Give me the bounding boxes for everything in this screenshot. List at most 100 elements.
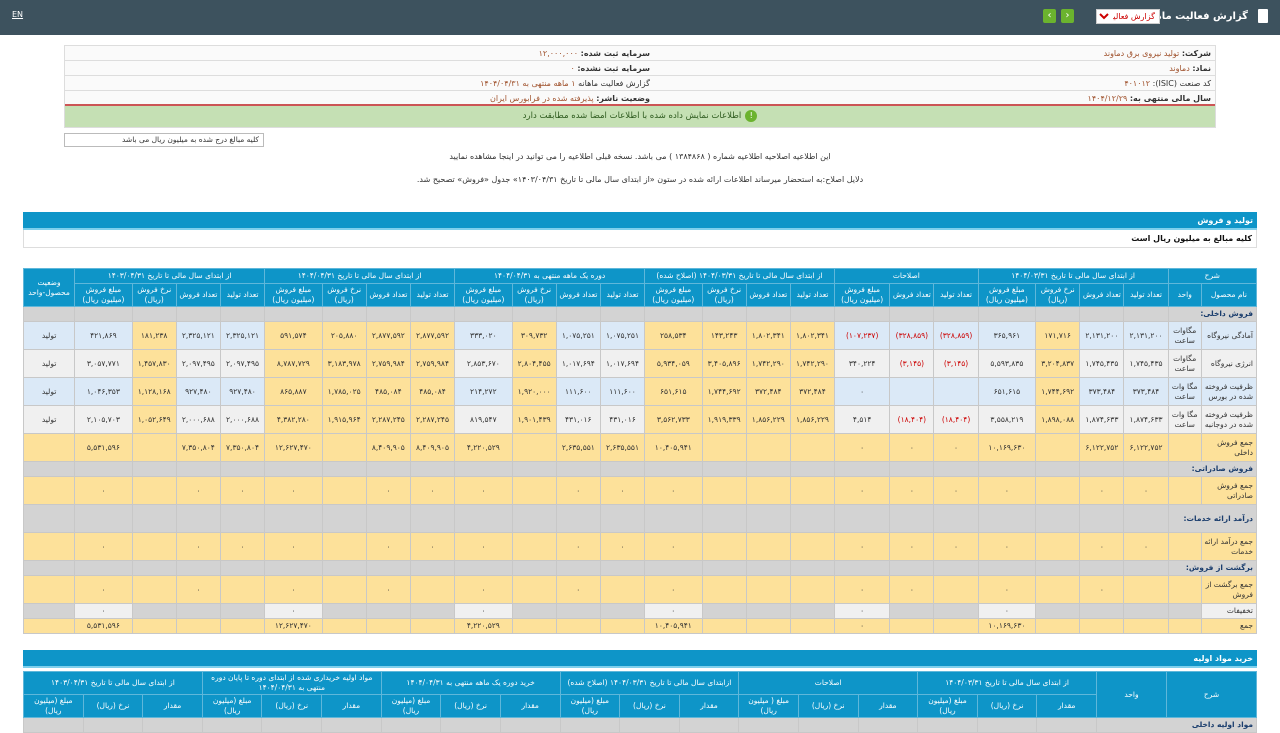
data-cell: ۱,۸۹۸,۰۸۸ — [1035, 405, 1081, 434]
report-period: ۱ ماهه منتهی به ۱۴۰۴/۰۴/۳۱ — [480, 79, 576, 88]
data-cell: ۱,۰۱۷,۶۹۴ — [599, 349, 646, 378]
data-cell: ۴۳۱,۰۱۶ — [555, 405, 601, 434]
empty-cell — [321, 560, 367, 576]
data-cell — [22, 476, 76, 505]
data-cell: ۴۲۱,۸۶۹ — [74, 321, 133, 350]
data-cell: ۲۰۵,۸۸۰ — [321, 321, 367, 350]
data-cell — [789, 575, 836, 604]
empty-cell — [1035, 504, 1081, 533]
data-cell: ۱,۸۵۶,۲۲۹ — [745, 405, 791, 434]
data-cell: ۲,۶۳۵,۵۵۱ — [555, 433, 601, 462]
empty-cell — [131, 560, 177, 576]
data-cell — [701, 575, 747, 604]
data-cell: ۰ — [365, 575, 411, 604]
data-cell: ۰ — [454, 603, 513, 619]
empty-cell — [1035, 560, 1081, 576]
data-cell — [701, 532, 747, 561]
column-header: مقدار — [321, 694, 382, 718]
data-cell: ۰ — [834, 532, 891, 561]
data-cell — [409, 575, 456, 604]
column-header: تعداد فروش — [745, 283, 791, 307]
empty-cell — [409, 560, 456, 576]
empty-cell — [131, 461, 177, 477]
label: نماد: — [1192, 64, 1211, 73]
data-cell: ۲۵۸,۵۳۴ — [644, 321, 703, 350]
section-title: تولید و فروش — [23, 212, 1257, 230]
empty-cell — [834, 504, 891, 533]
column-header: نام محصول — [1200, 283, 1258, 307]
column-header: نرخ فروش (ریال) — [701, 283, 747, 307]
empty-cell — [175, 306, 221, 322]
label: سرمایه ثبت شده: — [580, 49, 650, 58]
data-cell: ۰ — [889, 433, 935, 462]
table-row: جمع فروش صادراتی ۰ ۰ ۰ ۰ ۰ ۰ ۰ ۰ ۰ ۰ ۰ ۰ ۰ ۰ ۰ ۰ — [22, 476, 1258, 505]
empty-cell — [175, 560, 221, 576]
data-cell: ۱,۹۰۱,۴۳۹ — [511, 405, 557, 434]
empty-cell — [22, 461, 76, 477]
data-cell — [22, 433, 76, 462]
data-cell — [511, 618, 557, 634]
data-cell: ۱,۷۴۴,۶۹۲ — [1035, 377, 1081, 406]
data-cell — [1035, 618, 1081, 634]
prev-button[interactable]: ‹ — [1061, 9, 1074, 23]
empty-cell — [1035, 461, 1081, 477]
table-row: انرژی نیروگاه مگاوات ساعت ۱,۷۴۵,۴۳۵ ۱,۷۴۵,۴… — [22, 349, 1258, 378]
empty-cell — [219, 461, 266, 477]
empty-cell — [1123, 504, 1169, 533]
empty-cell — [511, 461, 557, 477]
empty-cell — [409, 461, 456, 477]
top-bar: گزارش فعالیت ماهانه گزارش فعالیت › ‹ EN — [0, 0, 1280, 35]
report-type-select[interactable]: گزارش فعالیت — [1096, 9, 1160, 24]
column-group-header: وضعیت محصول-واحد — [22, 268, 76, 307]
data-cell: تولید — [22, 349, 76, 378]
data-cell: ۰ — [264, 603, 323, 619]
table-row: جمع درآمد ارائه خدمات ۰ ۰ ۰ ۰ ۰ ۰ ۰ ۰ ۰ ۰ ۰ ۰ ۰ ۰ ۰ ۰ — [22, 532, 1258, 561]
data-cell — [1079, 603, 1125, 619]
data-cell — [511, 603, 557, 619]
row-label: جمع فروش داخلی — [1200, 433, 1258, 462]
data-cell — [219, 575, 266, 604]
column-header: نرخ فروش (ریال) — [321, 283, 367, 307]
next-button[interactable]: › — [1043, 9, 1056, 23]
data-cell: ۱,۸۷۴,۶۳۳ — [1079, 405, 1125, 434]
empty-cell — [1079, 461, 1125, 477]
data-cell: ۰ — [1123, 532, 1169, 561]
data-cell: ۵,۵۹۳,۸۳۵ — [977, 349, 1037, 378]
data-cell: ۰ — [599, 532, 646, 561]
empty-cell — [1079, 306, 1125, 322]
data-cell: ۰ — [933, 532, 979, 561]
data-cell: ۲,۸۵۳,۶۷۰ — [454, 349, 513, 378]
data-cell — [889, 603, 935, 619]
empty-cell — [264, 306, 323, 322]
data-cell: ۱,۷۴۴,۶۹۲ — [701, 377, 747, 406]
empty-cell — [701, 504, 747, 533]
data-cell — [219, 603, 266, 619]
column-header: نرخ (ریال) — [797, 694, 859, 718]
data-cell: ۰ — [599, 476, 646, 505]
data-cell: ۱۰,۱۶۹,۶۳۰ — [977, 433, 1037, 462]
data-cell: ۱,۸۰۲,۳۴۱ — [789, 321, 836, 350]
correction-notice[interactable]: این اطلاعیه اصلاحیه اطلاعیه شماره ( ۱۳۸۴… — [449, 152, 831, 161]
data-cell: مگا وات ساعت — [1167, 405, 1202, 434]
data-cell — [789, 476, 836, 505]
empty-cell — [933, 306, 979, 322]
language-toggle[interactable]: EN — [12, 10, 24, 19]
section-label: برگشت از فروش: — [1167, 560, 1258, 576]
data-cell: ۱,۹۱۹,۳۳۹ — [701, 405, 747, 434]
page-title: گزارش فعالیت ماهانه — [1141, 11, 1248, 22]
data-cell: ۲,۷۵۹,۹۸۴ — [365, 349, 411, 378]
data-cell: ۱۲,۶۲۷,۴۷۰ — [264, 433, 323, 462]
empty-cell — [789, 306, 836, 322]
empty-cell — [264, 560, 323, 576]
data-cell: ۰ — [1079, 575, 1125, 604]
empty-cell — [834, 306, 891, 322]
data-cell: ۲,۷۵۹,۹۸۴ — [409, 349, 456, 378]
column-header: نرخ (ریال) — [619, 694, 680, 718]
sales-table: شرح از ابتدای سال مالی تا تاریخ ۱۴۰۴/۰۳/۳… — [22, 268, 1258, 634]
column-group-header: ازابتدای سال مالی تا تاریخ ۱۴۰۴/۰۳/۳۱ (ا… — [559, 671, 740, 695]
data-cell: ۱۱۱,۶۰۰ — [599, 377, 646, 406]
empty-cell — [131, 306, 177, 322]
data-cell — [599, 575, 646, 604]
empty-cell — [644, 560, 703, 576]
header-column-row: نام محصول واحد تعداد تولید تعداد فروش نرخ فر… — [24, 283, 1258, 307]
